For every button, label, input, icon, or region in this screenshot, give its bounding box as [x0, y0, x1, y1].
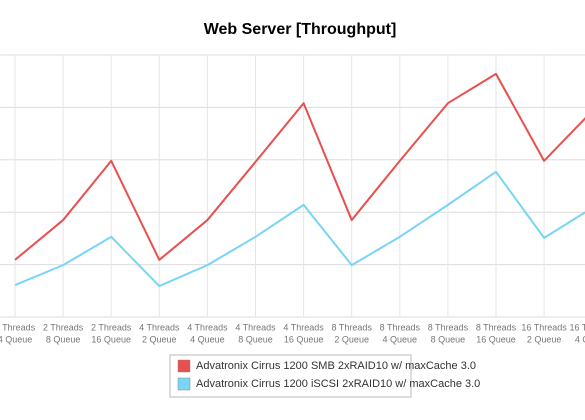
x-tick-label: 4 Queue [575, 334, 585, 344]
x-tick-label: 8 Threads [332, 322, 373, 332]
legend-label: Advatronix Cirrus 1200 SMB 2xRAID10 w/ m… [196, 360, 476, 372]
x-tick-label: 2 Queue [527, 334, 562, 344]
x-tick-label: 8 Threads [380, 322, 421, 332]
x-tick-label: 4 Queue [383, 334, 418, 344]
x-tick-label: 2 Threads [91, 322, 132, 332]
x-tick-label: 2 Queue [142, 334, 177, 344]
x-tick-label: 2 Threads [0, 322, 36, 332]
x-tick-label: 8 Queue [238, 334, 273, 344]
x-tick-label: 4 Queue [190, 334, 225, 344]
legend-label: Advatronix Cirrus 1200 iSCSI 2xRAID10 w/… [196, 378, 480, 390]
x-tick-label: 2 Threads [43, 322, 84, 332]
series-line [14, 170, 585, 288]
x-tick-label: 16 Queue [284, 334, 324, 344]
x-tick-label: 8 Queue [431, 334, 466, 344]
legend-box [169, 354, 412, 398]
x-tick-label: 4 Threads [139, 322, 180, 332]
x-tick-label: 8 Queue [46, 334, 81, 344]
x-tick-label: 4 Threads [235, 322, 276, 332]
x-tick-label: 16 Threads [570, 322, 585, 332]
x-tick-label: 8 Threads [428, 322, 469, 332]
chart-title: Web Server [Throughput] [204, 21, 397, 38]
x-tick-label: 16 Queue [91, 334, 131, 344]
x-tick-label: 4 Threads [283, 322, 324, 332]
legend-swatch [177, 377, 191, 391]
x-tick-label: 2 Queue [334, 334, 369, 344]
x-tick-label: 8 Threads [476, 322, 517, 332]
x-tick-label: 16 Queue [476, 334, 516, 344]
x-tick-label: 4 Queue [0, 334, 32, 344]
legend-swatch [177, 359, 191, 373]
x-tick-label: 16 Threads [521, 322, 567, 332]
x-tick-label: 4 Threads [187, 322, 228, 332]
series-line [14, 72, 585, 261]
